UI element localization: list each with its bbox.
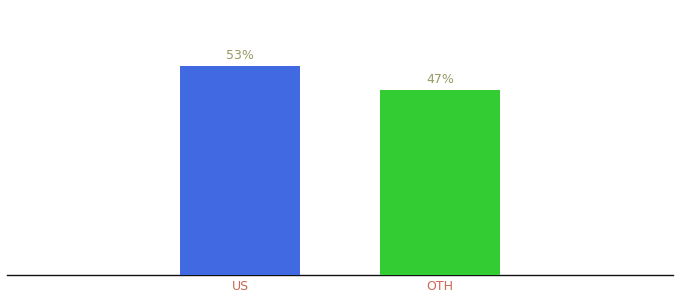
Bar <box>180 66 300 274</box>
Text: 47%: 47% <box>426 73 454 85</box>
Text: 53%: 53% <box>226 49 254 62</box>
Bar <box>380 90 500 275</box>
